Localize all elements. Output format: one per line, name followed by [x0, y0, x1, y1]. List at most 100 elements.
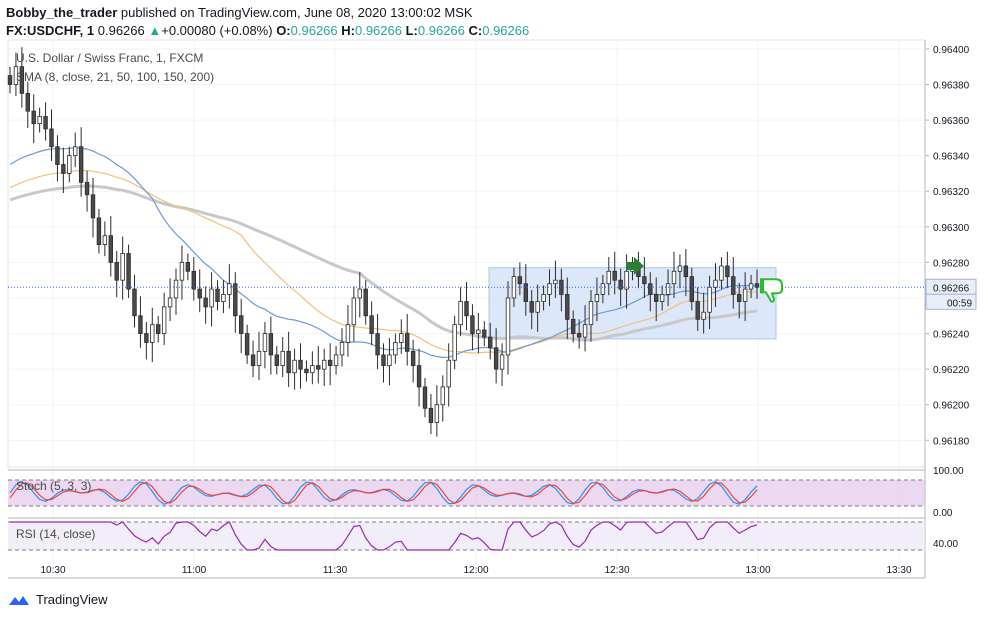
candle-body	[114, 261, 119, 281]
close-label: C:	[468, 23, 483, 38]
candle-body	[357, 288, 362, 299]
candle-body	[96, 217, 102, 246]
candle-body	[78, 146, 84, 183]
candle-body	[126, 253, 131, 290]
author-name[interactable]: Bobby_the_trader	[6, 5, 118, 20]
candle-body	[84, 181, 90, 196]
price-tick-label: 0.96400	[933, 45, 970, 56]
candle-body	[535, 301, 540, 313]
candle-body	[132, 288, 137, 317]
candle-body	[339, 342, 345, 356]
candle-body	[665, 283, 671, 295]
candle-body	[695, 301, 700, 320]
stoch-pane[interactable]	[8, 469, 925, 507]
candle-body	[215, 288, 220, 302]
price-tick-label: 0.96300	[933, 223, 970, 234]
candle-body	[677, 265, 683, 272]
candle-body	[197, 288, 202, 299]
candle-body	[274, 354, 279, 366]
candle-body	[719, 265, 724, 281]
candle-body	[233, 283, 238, 317]
instrument-legend[interactable]: U.S. Dollar / Swiss Franc, 1, FXCM	[16, 51, 203, 65]
stoch-axis-top: 100.00	[933, 466, 964, 477]
price-badge-value: 0.96266	[933, 283, 970, 294]
candle-body	[493, 347, 499, 370]
green-arrow-icon	[626, 256, 644, 275]
chart-canvas[interactable]: 0.96400 0.96380 0.96360 0.96340 0.96320 0.963…	[0, 0, 988, 590]
price-tick-label: 0.96220	[933, 365, 970, 376]
time-axis[interactable]: 10:30 11:00 11:30 12:00 12:30 13:00 13:30	[40, 565, 911, 576]
candle-body	[286, 350, 291, 374]
rsi-pane[interactable]	[8, 517, 925, 551]
stoch-legend[interactable]: Stoch (5, 3, 3)	[16, 479, 91, 493]
candle-body	[387, 354, 392, 366]
candle-body	[173, 279, 179, 299]
price-tick-label: 0.96320	[933, 187, 970, 198]
candle-body	[327, 359, 333, 366]
candle-body	[742, 288, 748, 302]
time-tick-label: 10:30	[40, 565, 65, 576]
candle-body	[517, 276, 523, 285]
tradingview-logo-icon	[9, 595, 29, 605]
stoch-d-line	[9, 481, 758, 505]
stoch-axis-bottom: 0.00	[933, 508, 953, 519]
sma-long-line	[9, 184, 758, 342]
candle-body	[606, 270, 611, 285]
candle-body	[37, 116, 42, 125]
candle-body	[576, 333, 582, 338]
candle-body	[298, 359, 303, 370]
price-badge: 0.96266 00:59	[925, 278, 977, 310]
price-axis[interactable]: 0.96400 0.96380 0.96360 0.96340 0.96320 0.963…	[925, 45, 970, 447]
candle-body	[648, 283, 653, 295]
low-value: 0.96266	[417, 23, 465, 38]
candle-body	[292, 359, 297, 374]
time-tick-label: 13:00	[745, 565, 770, 576]
thumb-cuff	[760, 278, 764, 294]
price-tick-label: 0.96360	[933, 116, 970, 127]
candle-body	[547, 283, 552, 295]
candle-body	[156, 324, 161, 334]
candle-body	[434, 404, 440, 423]
symbol-label: FX:USDCHF, 1	[6, 23, 95, 38]
open-label: O:	[276, 23, 291, 38]
footer: TradingView	[8, 592, 108, 607]
ohlc-line: FX:USDCHF, 1 0.96266 ▲+0.00080 (+0.08%) …	[6, 23, 529, 38]
price-tick-label: 0.96280	[933, 258, 970, 269]
footer-brand[interactable]: TradingView	[36, 592, 108, 607]
publish-line: Bobby_the_trader published on TradingVie…	[6, 5, 473, 20]
high-value: 0.96266	[354, 23, 402, 38]
candle-body	[748, 283, 754, 290]
candle-body	[707, 286, 712, 313]
candle-body	[612, 270, 617, 281]
candle-body	[363, 288, 368, 317]
price-change: +0.00080 (+0.08%)	[161, 23, 273, 38]
candle-body	[571, 318, 576, 334]
candle-body	[689, 276, 694, 302]
candle-body	[304, 368, 309, 374]
candle-body	[683, 265, 689, 278]
candle-body	[7, 75, 13, 85]
candle-body	[713, 279, 718, 288]
candle-body	[43, 116, 48, 130]
time-tick-label: 12:00	[463, 565, 488, 576]
sma-legend[interactable]: SMA (8, close, 21, 50, 100, 150, 200)	[16, 70, 214, 84]
candle-body	[393, 342, 398, 356]
candle-body	[191, 270, 196, 290]
candle-body	[179, 261, 185, 281]
candle-body	[582, 324, 588, 338]
candle-body	[422, 386, 428, 409]
rsi-legend[interactable]: RSI (14, close)	[16, 527, 95, 541]
candle-body	[351, 297, 357, 326]
candle-body	[624, 270, 629, 290]
candle-body	[203, 297, 208, 308]
candle-body	[381, 354, 386, 366]
countdown-badge-bg	[925, 293, 977, 310]
candle-body	[671, 270, 677, 285]
candle-body	[55, 146, 60, 165]
candle-body	[239, 315, 244, 334]
candle-body	[505, 297, 511, 356]
candle-body	[25, 92, 30, 112]
candle-body	[310, 365, 315, 374]
candle-body	[262, 333, 268, 352]
price-tick-label: 0.96380	[933, 80, 970, 91]
